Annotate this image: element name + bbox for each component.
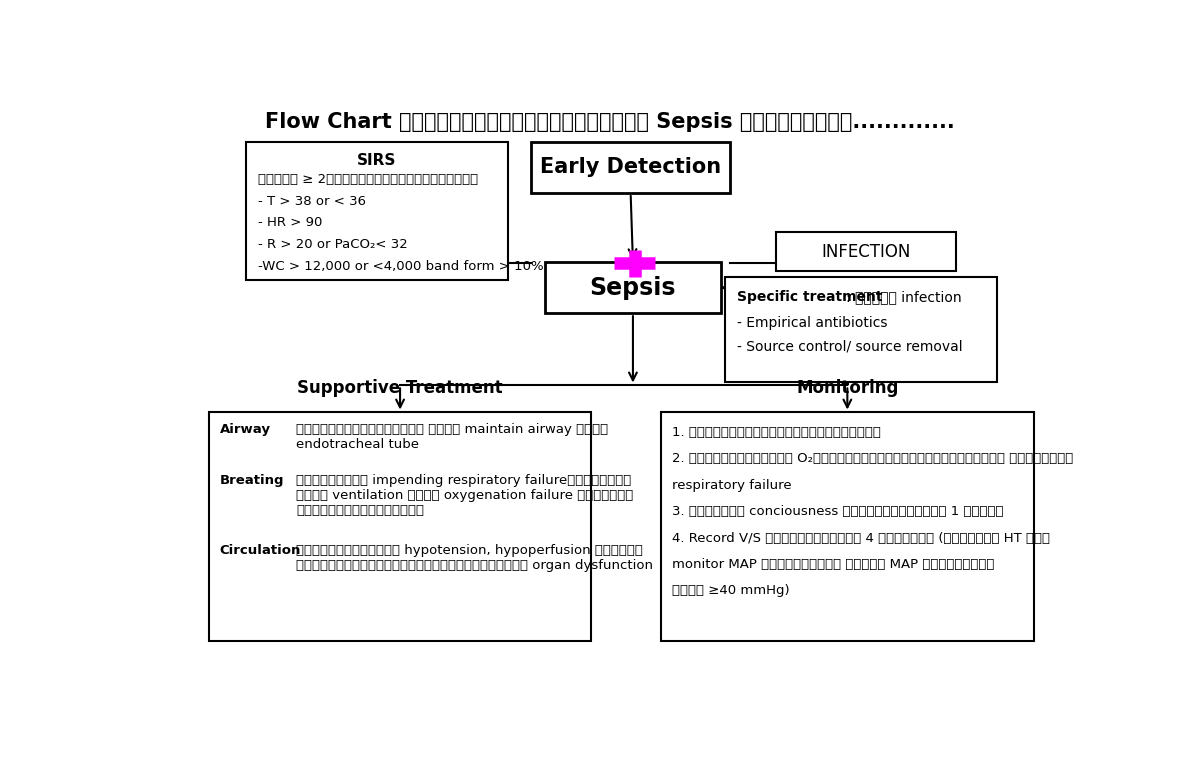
- Text: Sepsis: Sepsis: [590, 276, 676, 300]
- FancyBboxPatch shape: [532, 142, 729, 193]
- Text: Early Detection: Early Detection: [540, 158, 721, 177]
- Text: monitor MAP และควรงดยา เมื่อ MAP มีแนวโน้ม: monitor MAP และควรงดยา เมื่อ MAP มีแนวโน…: [671, 558, 994, 571]
- Text: respiratory failure: respiratory failure: [671, 479, 791, 491]
- FancyBboxPatch shape: [725, 277, 997, 383]
- Text: Breating: Breating: [220, 474, 284, 487]
- Text: SIRS: SIRS: [357, 152, 396, 168]
- Text: Airway: Airway: [220, 423, 271, 437]
- Text: - R > 20 or PaCO₂< 32: - R > 20 or PaCO₂< 32: [257, 238, 407, 251]
- Text: INFECTION: INFECTION: [821, 243, 910, 261]
- Text: Monitoring: Monitoring: [796, 380, 898, 398]
- Text: - Empirical antibiotics: - Empirical antibiotics: [737, 316, 888, 330]
- FancyBboxPatch shape: [545, 262, 721, 313]
- Text: Supportive Treatment: Supportive Treatment: [298, 380, 503, 398]
- Text: -WC > 12,000 or <4,000 band form > 10%: -WC > 12,000 or <4,000 band form > 10%: [257, 260, 543, 273]
- Text: 2. ดูแลให้ได้รับ O₂และเตรียมอุปกรณ์ให้พร้อม กรณีเกิด: 2. ดูแลให้ได้รับ O₂และเตรียมอุปกรณ์ให้พร…: [671, 452, 1073, 465]
- Text: 3. ประเมิน conciousness อย่างน้อยเวระ 1 ครั้ง: 3. ประเมิน conciousness อย่างน้อยเวระ 1 …: [671, 505, 1003, 518]
- Text: - HR > 90: - HR > 90: [257, 216, 322, 230]
- Text: Circulation: Circulation: [220, 544, 301, 557]
- Text: - Source control/ source removal: - Source control/ source removal: [737, 340, 963, 354]
- Text: Specific treatment: Specific treatment: [737, 291, 883, 305]
- FancyBboxPatch shape: [776, 232, 956, 271]
- FancyBboxPatch shape: [245, 142, 508, 280]
- Text: เกณฑ์ ≥ 2ข้อโดยไม่พบเหตุอื่น: เกณฑ์ ≥ 2ข้อโดยไม่พบเหตุอื่น: [257, 173, 477, 186]
- FancyBboxPatch shape: [660, 412, 1034, 641]
- Text: : รักษา infection: : รักษา infection: [846, 291, 962, 305]
- FancyBboxPatch shape: [208, 412, 591, 641]
- Text: หากผู้ป่วยซึมมาก ต้อง maintain airway ด้วย
endotracheal tube: หากผู้ป่วยซึมมาก ต้อง maintain airway ด้…: [296, 423, 608, 451]
- Text: Flow Chart แนวทางการดูแลผู้ป่วย Sepsis โรงพยาบาล.............: Flow Chart แนวทางการดูแลผู้ป่วย Sepsis โ…: [265, 112, 954, 132]
- Text: หากมีภาวะ impending respiratory failureไม่ว่าจะ
เป็น ventilation หรือ oxygenatio: หากมีภาวะ impending respiratory failureไ…: [296, 474, 633, 517]
- Text: - T > 38 or < 36: - T > 38 or < 36: [257, 194, 365, 208]
- Text: ต้องทำให้ภาวะ hypotension, hypoperfusion ดีขึ้น
โดยเร็วเพื่อป้องกันไม่ให้เกิด or: ต้องทำให้ภาวะ hypotension, hypoperfusion…: [296, 544, 653, 572]
- Text: ลดลง ≥40 mmHg): ลดลง ≥40 mmHg): [671, 584, 789, 597]
- Text: 1. สังเกตลักษณะการหายใจเร็ว: 1. สังเกตลักษณะการหายใจเร็ว: [671, 426, 881, 439]
- Text: 4. Record V/S อย่างน้อยทุก 4 ชั่วโมง (ผู้ป่วย HT ให้: 4. Record V/S อย่างน้อยทุก 4 ชั่วโมง (ผู…: [671, 532, 1050, 544]
